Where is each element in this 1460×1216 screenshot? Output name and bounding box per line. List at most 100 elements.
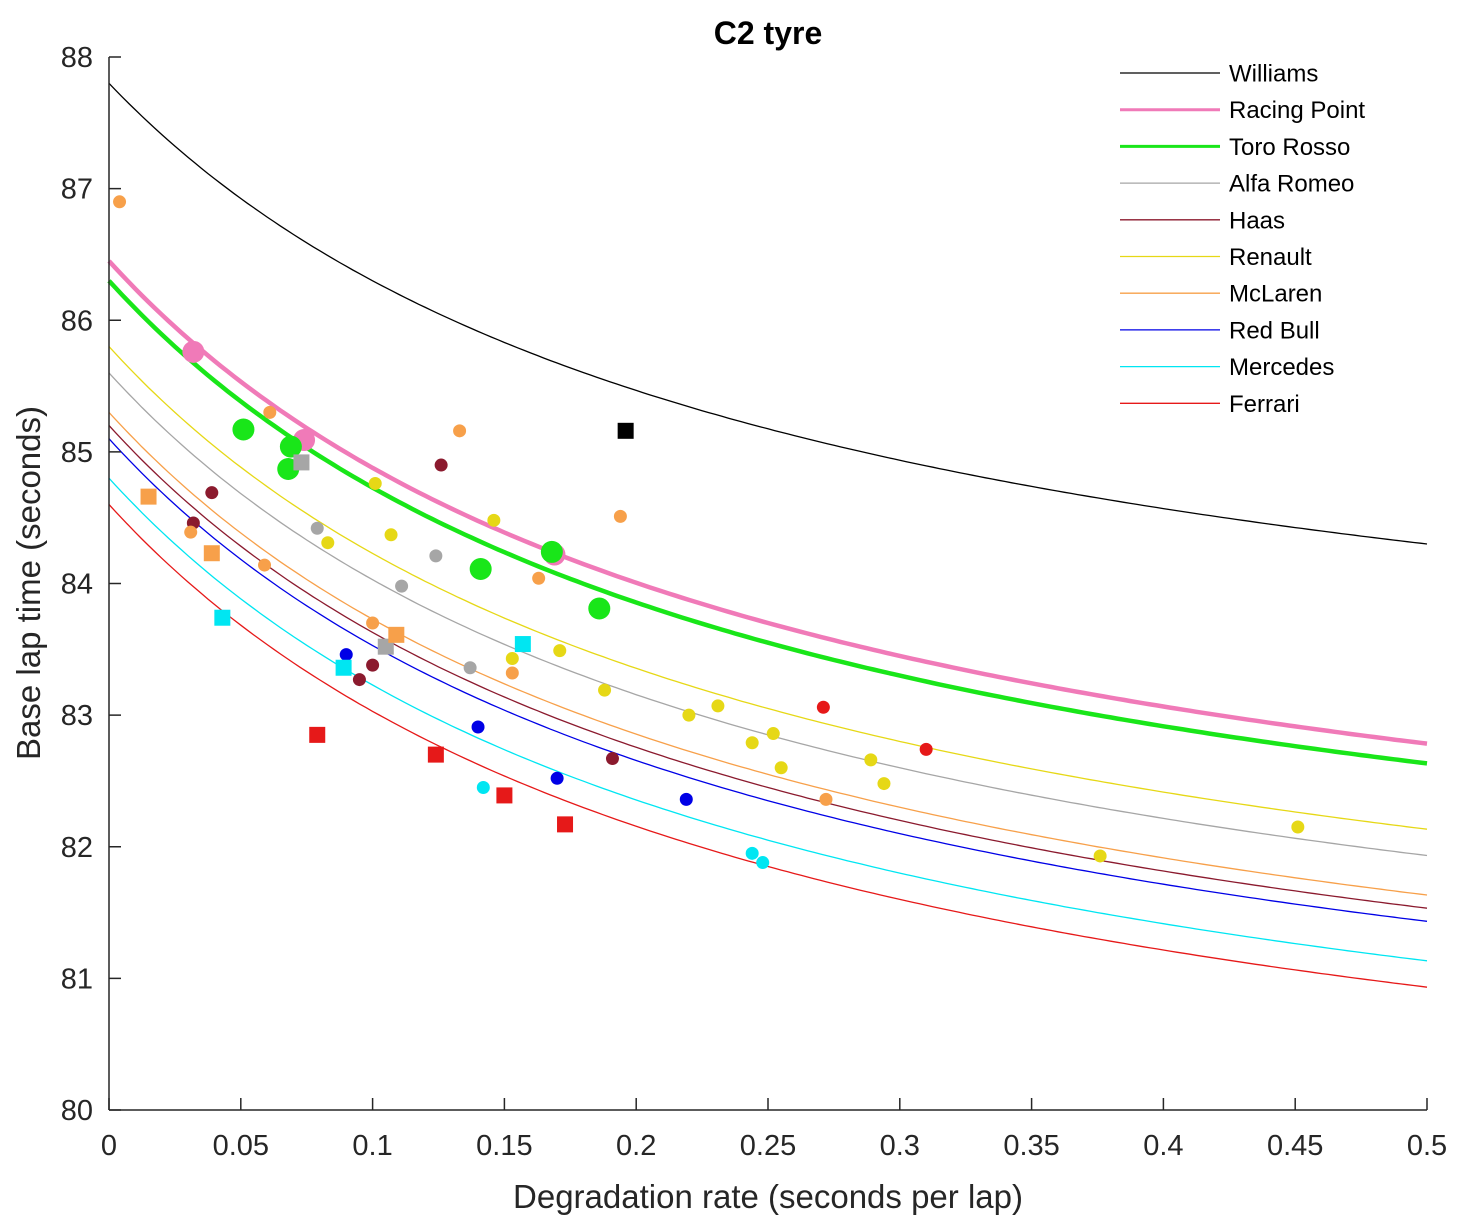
point-mercedes [335,659,352,676]
curve-mclaren [108,411,1428,896]
point-mclaren [140,488,157,505]
legend-label-williams: Williams [1229,61,1318,88]
legend-label-ferrari: Ferrari [1229,391,1300,418]
point-renault [864,753,878,767]
point-haas [366,658,380,672]
x-tick-label: 0.45 [1267,1130,1323,1162]
point-ferrari [427,746,444,763]
point-mercedes [745,846,759,860]
x-tick-label: 0.1 [352,1130,392,1162]
point-haas [205,486,219,500]
point-mclaren [505,666,519,680]
y-axis-label: Base lap time (seconds) [10,406,47,760]
legend-label-mercedes: Mercedes [1229,354,1334,381]
x-tick-label: 0.25 [740,1130,796,1162]
point-mclaren [613,509,627,523]
point-renault [1291,820,1305,834]
point-ferrari [309,726,326,743]
point-renault [384,528,398,542]
point-williams [617,422,634,439]
curve-racing-point [107,259,1428,746]
point-ferrari [919,742,933,756]
x-tick-label: 0.35 [1003,1130,1059,1162]
point-toro-rosso [588,597,611,620]
point-renault [745,736,759,750]
curve-haas [108,425,1428,909]
point-renault [505,652,519,666]
point-ferrari [496,787,513,804]
legend-label-toro-rosso: Toro Rosso [1229,134,1350,161]
curve-red-bull [108,438,1428,922]
x-tick-label: 0.15 [476,1130,532,1162]
legend-label-mclaren: McLaren [1229,281,1322,308]
point-mclaren [366,616,380,630]
legend-label-renault: Renault [1229,244,1312,271]
data-points [113,195,1305,870]
point-haas [434,458,448,472]
point-toro-rosso [232,418,255,441]
point-alfa-romeo [395,579,409,593]
legend-label-red-bull: Red Bull [1229,317,1320,344]
point-toro-rosso [540,540,563,563]
x-tick-label: 0.5 [1407,1130,1447,1162]
y-tick-label: 80 [61,1095,93,1127]
point-renault [682,708,696,722]
point-mercedes [476,781,490,795]
y-axis-ticks: 80 81 82 83 84 85 86 87 88 [61,42,121,1127]
x-tick-label: 0.4 [1143,1130,1183,1162]
x-tick-label: 0.05 [213,1130,269,1162]
fit-curves [107,82,1428,988]
point-red-bull [679,792,693,806]
y-tick-label: 85 [61,437,93,469]
point-mclaren [263,405,277,419]
chart-title: C2 tyre [714,15,823,51]
point-ferrari [816,700,830,714]
point-renault [877,777,891,791]
point-mercedes [756,856,770,870]
point-alfa-romeo [463,661,477,675]
point-mclaren [203,545,220,562]
point-alfa-romeo [429,549,443,563]
point-mclaren [184,525,198,539]
curve-williams [108,82,1428,545]
point-renault [1093,849,1107,863]
x-axis-ticks: 0 0.05 0.1 0.15 0.2 0.25 0.3 0.35 0.4 0.45 0.5 [101,1098,1447,1162]
y-tick-label: 88 [61,42,93,74]
point-mclaren [388,626,405,643]
point-mclaren [453,424,467,438]
point-racing-point [182,340,205,363]
y-tick-label: 81 [61,963,93,995]
x-tick-label: 0.3 [880,1130,920,1162]
legend-label-haas: Haas [1229,207,1285,234]
curve-ferrari [108,504,1428,988]
point-mclaren [258,558,272,572]
curve-renault [108,346,1428,830]
point-renault [766,727,780,741]
curve-mercedes [108,477,1428,962]
legend: Williams Racing Point Toro Rosso Alfa Romeo… [1120,61,1365,418]
x-axis-label: Degradation rate (seconds per lap) [513,1178,1023,1215]
point-red-bull [339,648,353,662]
point-alfa-romeo [310,521,324,535]
point-mclaren [113,195,127,209]
y-tick-label: 87 [61,174,93,206]
point-haas [605,752,619,766]
curve-toro-rosso [107,279,1428,766]
point-toro-rosso [279,435,302,458]
y-tick-label: 83 [61,700,93,732]
point-red-bull [550,771,564,785]
point-mercedes [214,609,231,626]
point-renault [711,699,725,713]
y-tick-label: 82 [61,832,93,864]
point-mclaren [532,571,546,585]
point-renault [598,683,612,697]
point-alfa-romeo [293,454,310,471]
legend-label-racing-point: Racing Point [1229,97,1365,124]
point-red-bull [471,720,485,734]
point-mclaren [819,792,833,806]
y-tick-label: 84 [61,569,93,601]
legend-label-alfa-romeo: Alfa Romeo [1229,171,1354,198]
point-ferrari [557,816,574,833]
x-tick-label: 0.2 [616,1130,656,1162]
